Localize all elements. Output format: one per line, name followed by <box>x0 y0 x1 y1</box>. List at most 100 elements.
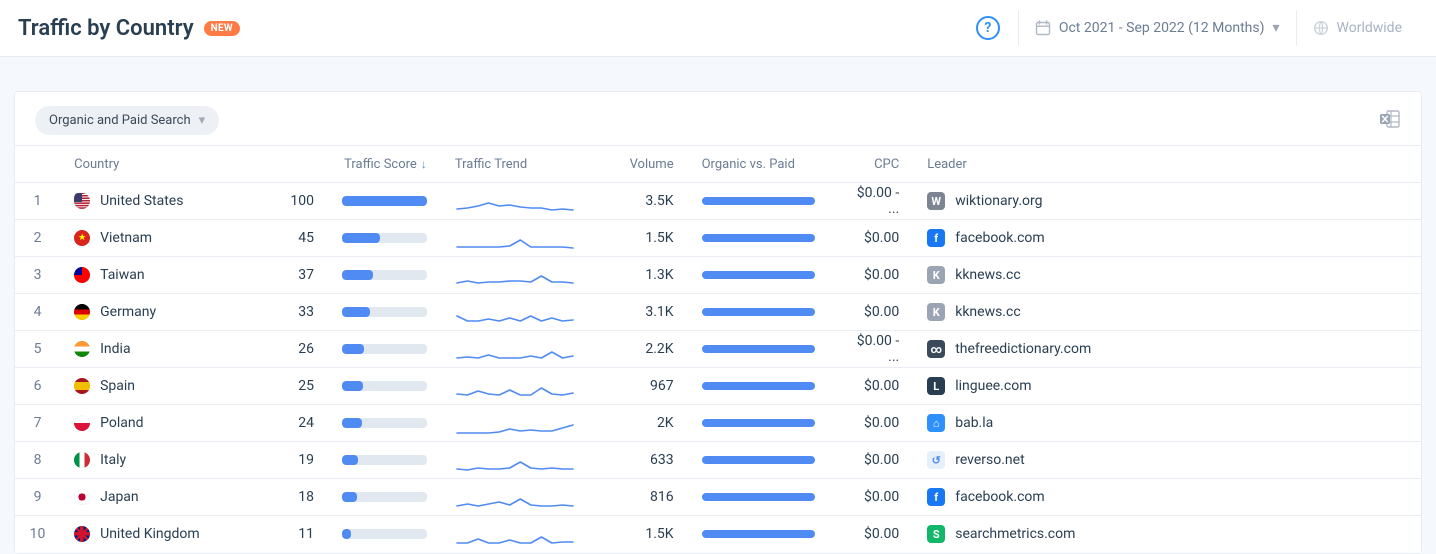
leader-cell[interactable]: Kkknews.cc <box>913 294 1421 331</box>
traffic-score-value: 11 <box>265 516 328 553</box>
table-row[interactable]: 7Poland24 2K $0.00⌂bab.la <box>15 405 1421 442</box>
date-range-label: Oct 2021 - Sep 2022 (12 Months) <box>1059 20 1265 36</box>
leader-cell[interactable]: ffacebook.com <box>913 220 1421 257</box>
country-name: Italy <box>100 452 126 468</box>
country-name: Taiwan <box>100 267 144 283</box>
organic-vs-paid-cell <box>688 368 829 405</box>
rank-cell: 6 <box>15 368 60 405</box>
table-row[interactable]: 5India262.2K$0.00 - ...∞thefreedictionar… <box>15 331 1421 368</box>
traffic-trend-cell <box>441 479 589 516</box>
table-row[interactable]: 8Italy19633$0.00↺reverso.net <box>15 442 1421 479</box>
date-range-picker[interactable]: Oct 2021 - Sep 2022 (12 Months) ▾ <box>1018 10 1296 46</box>
traffic-score-value: 45 <box>265 220 328 257</box>
excel-icon <box>1379 109 1401 129</box>
table-row[interactable]: 6Spain25967$0.00Llinguee.com <box>15 368 1421 405</box>
traffic-score-bar <box>328 331 441 368</box>
country-cell: Vietnam <box>60 220 264 257</box>
leader-domain: linguee.com <box>955 378 1031 394</box>
cpc-cell: $0.00 <box>829 442 914 479</box>
volume-cell: 1.5K <box>589 220 688 257</box>
flag-icon <box>74 415 90 431</box>
filter-label: Organic and Paid Search <box>49 113 191 128</box>
cpc-cell: $0.00 <box>829 220 914 257</box>
col-cpc[interactable]: CPC <box>829 146 914 183</box>
rank-cell: 1 <box>15 183 60 220</box>
leader-cell[interactable]: Wwiktionary.org <box>913 183 1421 220</box>
rank-cell: 7 <box>15 405 60 442</box>
traffic-trend-cell <box>441 405 589 442</box>
chevron-down-icon: ▾ <box>199 113 206 128</box>
traffic-score-value: 33 <box>265 294 328 331</box>
leader-cell[interactable]: ffacebook.com <box>913 479 1421 516</box>
flag-icon <box>74 341 90 357</box>
traffic-trend-cell <box>441 257 589 294</box>
flag-icon <box>74 489 90 505</box>
leader-cell[interactable]: Llinguee.com <box>913 368 1421 405</box>
col-volume[interactable]: Volume <box>589 146 688 183</box>
leader-domain: kknews.cc <box>955 304 1020 320</box>
organic-vs-paid-cell <box>688 516 829 553</box>
country-name: Japan <box>100 489 139 505</box>
traffic-trend-cell <box>441 183 589 220</box>
table-row[interactable]: 10United Kingdom111.5K$0.00Ssearchmetric… <box>15 516 1421 553</box>
leader-favicon: ↺ <box>927 451 945 469</box>
traffic-score-bar <box>328 405 441 442</box>
traffic-score-value: 37 <box>265 257 328 294</box>
flag-icon <box>74 378 90 394</box>
col-traffic-score[interactable]: Traffic Score↓ <box>265 146 441 183</box>
traffic-score-bar <box>328 183 441 220</box>
traffic-score-bar <box>328 368 441 405</box>
help-button[interactable]: ? <box>976 16 1000 40</box>
cpc-cell: $0.00 <box>829 257 914 294</box>
rank-cell: 5 <box>15 331 60 368</box>
cpc-cell: $0.00 <box>829 368 914 405</box>
leader-cell[interactable]: ⌂bab.la <box>913 405 1421 442</box>
organic-vs-paid-cell <box>688 183 829 220</box>
country-name: India <box>100 341 130 357</box>
table-row[interactable]: 9Japan18816$0.00ffacebook.com <box>15 479 1421 516</box>
table-row[interactable]: 1United States1003.5K$0.00 - ...Wwiktion… <box>15 183 1421 220</box>
flag-icon <box>74 452 90 468</box>
flag-icon <box>74 267 90 283</box>
leader-favicon: f <box>927 488 945 506</box>
region-picker[interactable]: Worldwide <box>1296 10 1418 46</box>
country-cell: United Kingdom <box>60 516 264 553</box>
traffic-score-value: 100 <box>265 183 328 220</box>
page-title: Traffic by Country <box>18 16 194 41</box>
col-traffic-trend[interactable]: Traffic Trend <box>441 146 589 183</box>
col-country[interactable]: Country <box>60 146 264 183</box>
rank-cell: 10 <box>15 516 60 553</box>
panel-toolbar: Organic and Paid Search ▾ <box>15 92 1421 145</box>
traffic-score-value: 19 <box>265 442 328 479</box>
traffic-score-value: 24 <box>265 405 328 442</box>
leader-cell[interactable]: ∞thefreedictionary.com <box>913 331 1421 368</box>
table-row[interactable]: 4Germany333.1K$0.00Kkknews.cc <box>15 294 1421 331</box>
country-cell: Poland <box>60 405 264 442</box>
sort-arrow-icon: ↓ <box>421 157 427 171</box>
flag-icon <box>74 526 90 542</box>
volume-cell: 2K <box>589 405 688 442</box>
cpc-cell: $0.00 <box>829 479 914 516</box>
col-organic-vs-paid[interactable]: Organic vs. Paid <box>688 146 829 183</box>
table-row[interactable]: 2Vietnam451.5K$0.00ffacebook.com <box>15 220 1421 257</box>
col-leader[interactable]: Leader <box>913 146 1421 183</box>
table-body: 1United States1003.5K$0.00 - ...Wwiktion… <box>15 183 1421 553</box>
country-name: Germany <box>100 304 156 320</box>
traffic-trend-cell <box>441 442 589 479</box>
col-rank <box>15 146 60 183</box>
country-name: United States <box>100 193 183 209</box>
leader-favicon: L <box>927 377 945 395</box>
organic-vs-paid-cell <box>688 331 829 368</box>
leader-cell[interactable]: ↺reverso.net <box>913 442 1421 479</box>
export-button[interactable] <box>1379 109 1401 133</box>
search-type-filter[interactable]: Organic and Paid Search ▾ <box>35 106 219 135</box>
leader-domain: searchmetrics.com <box>955 526 1075 542</box>
leader-cell[interactable]: Kkknews.cc <box>913 257 1421 294</box>
traffic-trend-cell <box>441 368 589 405</box>
leader-cell[interactable]: Ssearchmetrics.com <box>913 516 1421 553</box>
country-cell: Taiwan <box>60 257 264 294</box>
cpc-cell: $0.00 <box>829 405 914 442</box>
table-row[interactable]: 3Taiwan371.3K$0.00Kkknews.cc <box>15 257 1421 294</box>
rank-cell: 3 <box>15 257 60 294</box>
leader-domain: thefreedictionary.com <box>955 341 1091 357</box>
